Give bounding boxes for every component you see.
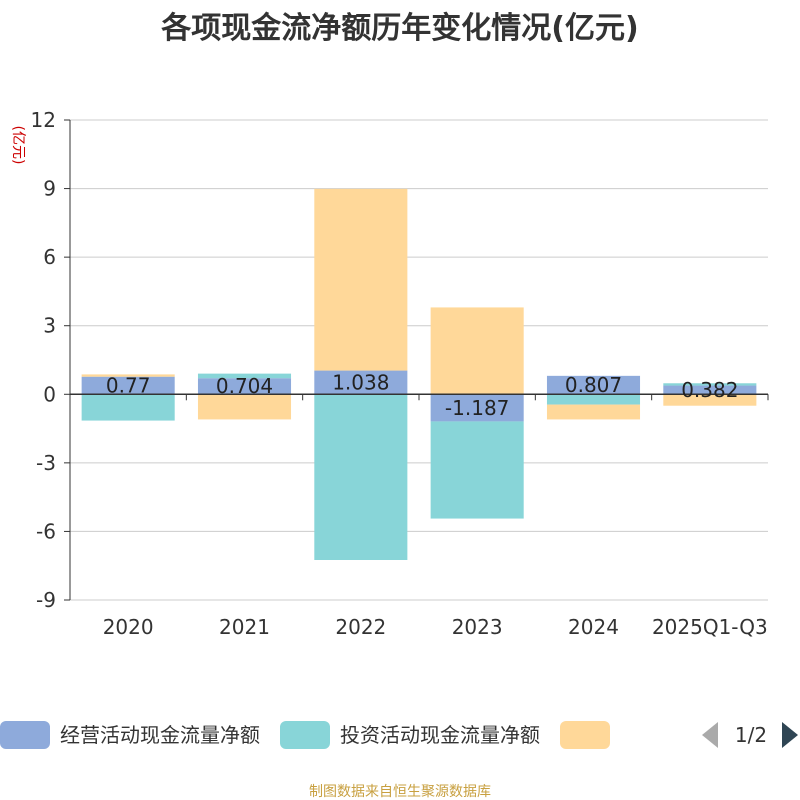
bar-segment[interactable] [81, 374, 175, 377]
source-note: 制图数据来自恒生聚源数据库 [309, 784, 491, 800]
x-tick-label: 2020 [103, 615, 154, 639]
bar-segment[interactable] [546, 375, 641, 395]
bar-segment[interactable] [663, 394, 757, 406]
legend-label[interactable]: 经营活动现金流量净额 [60, 723, 260, 747]
data-label: 0.807 [565, 373, 622, 397]
bar-segment[interactable] [314, 394, 408, 560]
data-labels: 0.77 0.704 1.038 -1.187 0.807 0.382 [106, 370, 739, 419]
grid-lines [70, 119, 768, 601]
y-tick-label: 3 [43, 314, 56, 338]
y-tick-label: -9 [36, 588, 56, 612]
bars [81, 188, 757, 560]
bar-segment[interactable] [197, 394, 292, 420]
y-tick-label: 6 [43, 245, 56, 269]
bar-segment[interactable] [430, 394, 524, 422]
y-tick-label: 12 [31, 108, 56, 132]
data-label: 0.382 [681, 378, 738, 402]
bar-segment[interactable] [197, 378, 292, 395]
axes: 12 9 6 3 0 -3 -6 -9 2020 2021 2022 2023 2024 2025Q1-Q… [31, 108, 769, 639]
y-axis-label: (亿元) [10, 126, 26, 165]
legend-label[interactable]: 投资活动现金流量净额 [340, 723, 540, 747]
bar-segment[interactable] [197, 373, 292, 379]
y-tick-label: 0 [43, 382, 56, 406]
bar-segment[interactable] [430, 307, 524, 395]
data-label: -1.187 [445, 396, 509, 420]
x-tick-label: 2021 [219, 615, 270, 639]
bar-segment[interactable] [314, 370, 408, 395]
x-tick-label: 2025Q1-Q3 [652, 615, 768, 639]
data-label: 0.704 [216, 374, 273, 398]
legend-swatch[interactable] [560, 721, 610, 749]
data-label: 1.038 [332, 370, 389, 394]
bar-segment[interactable] [663, 383, 757, 386]
x-tick-label: 2022 [335, 615, 386, 639]
x-tick-label: 2024 [568, 615, 619, 639]
legend-next-page-icon[interactable] [782, 722, 798, 748]
y-tick-label: -6 [36, 519, 56, 543]
bar-segment[interactable] [430, 421, 524, 519]
legend-prev-page-icon[interactable] [702, 722, 718, 748]
bar-segment[interactable] [81, 394, 175, 421]
legend-swatch[interactable] [0, 721, 50, 749]
legend-page-indicator: 1/2 [735, 723, 767, 747]
bar-segment[interactable] [314, 188, 408, 371]
bar-segment[interactable] [81, 376, 175, 395]
chart-title: 各项现金流净额历年变化情况(亿元) [160, 11, 638, 46]
legend: 经营活动现金流量净额 投资活动现金流量净额 1/2 [0, 721, 798, 749]
bar-segment[interactable] [546, 404, 641, 420]
bar-segment[interactable] [663, 385, 757, 395]
data-label: 0.77 [106, 373, 151, 397]
y-tick-label: 9 [43, 177, 56, 201]
legend-swatch[interactable] [280, 721, 330, 749]
y-tick-label: -3 [36, 451, 56, 475]
bar-segment[interactable] [546, 394, 641, 405]
x-tick-label: 2023 [452, 615, 503, 639]
